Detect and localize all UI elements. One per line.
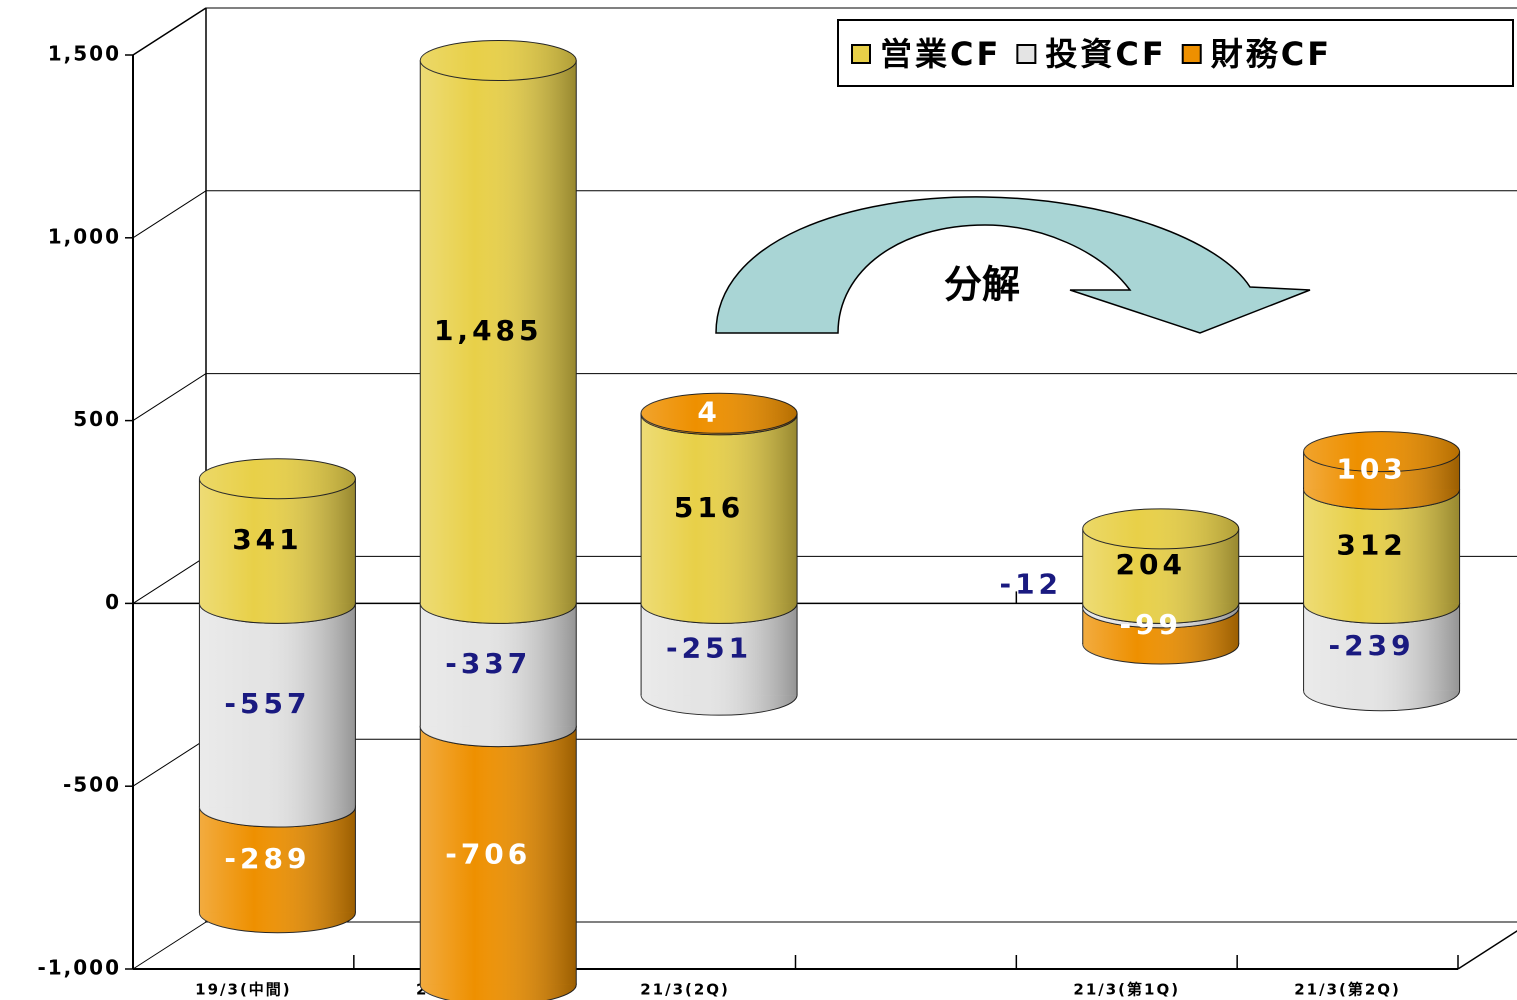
value-label: -289 — [224, 842, 310, 875]
legend-swatch — [851, 44, 871, 64]
value-label: 204 — [1116, 548, 1186, 581]
grid-line — [132, 373, 207, 422]
y-tick-label: -500 — [63, 773, 121, 797]
value-label: -706 — [445, 838, 531, 871]
value-label: -557 — [224, 687, 310, 720]
bar-shade — [420, 726, 577, 985]
value-label: 341 — [232, 523, 302, 556]
legend-swatch — [1181, 44, 1202, 64]
cylinder-top-shade — [1303, 431, 1460, 472]
axes: -1,000-50005001,0001,50019/3(中間)20/3(中間)… — [37, 7, 1517, 999]
legend — [837, 19, 1514, 87]
y-tick-label: 0 — [105, 590, 121, 614]
value-label: -239 — [1329, 629, 1415, 662]
annotation: 分解 — [944, 263, 1020, 307]
value-label: -99 — [1119, 608, 1182, 641]
value-label: 4 — [697, 395, 720, 428]
legend-label: 投資CF — [1045, 35, 1166, 73]
value-label: -337 — [445, 647, 531, 680]
y-tick-label: 500 — [73, 407, 121, 431]
cylinder-top-shade — [641, 393, 798, 434]
bar-shade — [199, 603, 356, 808]
grid-line — [132, 7, 207, 56]
bar-shade — [420, 60, 577, 604]
legend-label: 財務CF — [1211, 35, 1332, 73]
bars: 341 -557 -289 1,485 -337 -706 516 -251 4 204 -12 -9… — [198, 39, 1461, 1000]
y-tick-label: -1,000 — [37, 956, 121, 980]
y-tick-label: 1,500 — [48, 42, 121, 66]
axis — [1457, 930, 1517, 970]
value-label: 516 — [674, 491, 744, 524]
x-tick-label: 21/3(2Q) — [640, 981, 730, 999]
bar-shade — [641, 414, 798, 604]
value-label: -251 — [666, 631, 752, 664]
bar-shade — [199, 478, 356, 604]
y-tick-label: 1,000 — [48, 224, 121, 248]
legend-label: 営業CF — [880, 35, 1001, 73]
legend-swatch — [1016, 44, 1037, 64]
cylinder-top-shade — [420, 40, 577, 81]
x-tick-label: 21/3(第1Q) — [1073, 981, 1180, 999]
grid-line — [132, 921, 207, 970]
bar-shade — [420, 603, 577, 727]
grid-line — [132, 190, 207, 239]
legend-items: 営業CF 投資CF 財務CF — [851, 35, 1332, 73]
value-label: 103 — [1336, 453, 1406, 486]
value-label: 1,485 — [434, 314, 543, 347]
cylinder-top-shade — [1082, 508, 1239, 549]
grid-line — [132, 555, 207, 604]
x-tick-label: 21/3(第2Q) — [1294, 981, 1401, 999]
value-label: 312 — [1336, 528, 1406, 561]
arrow — [715, 196, 1311, 334]
grid-line — [132, 738, 207, 787]
value-label: -12 — [999, 567, 1062, 600]
cylinder-top-shade — [199, 458, 356, 499]
x-tick-label: 19/3(中間) — [195, 981, 292, 999]
